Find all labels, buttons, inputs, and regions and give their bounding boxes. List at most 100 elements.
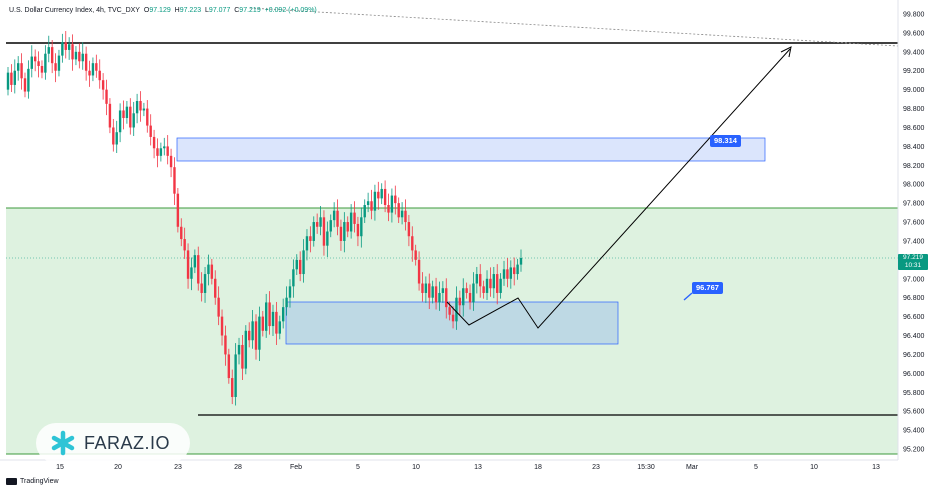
candle-body [455, 297, 458, 322]
candle-body [210, 264, 214, 279]
y-tick-label: 96.800 [903, 295, 925, 302]
change-value: +0.092 (+0.09%) [264, 7, 317, 14]
candle-body [20, 63, 23, 79]
candle-body [261, 316, 265, 331]
y-tick-label: 95.200 [903, 447, 925, 454]
candle-body [203, 274, 207, 293]
y-tick-label: 96.000 [903, 371, 925, 378]
candle-body [30, 56, 33, 69]
y-tick-label: 97.600 [903, 220, 925, 227]
y-tick-label: 98.000 [903, 182, 925, 189]
x-tick-label: 23 [174, 464, 182, 471]
projection-path [446, 48, 791, 329]
y-tick-label: 99.200 [903, 68, 925, 75]
candle-body [190, 267, 193, 279]
candle-body [105, 89, 108, 104]
candle-body [421, 283, 424, 293]
candle-body [81, 53, 84, 62]
candle-body [322, 217, 326, 246]
candle-body [326, 231, 329, 246]
candle-body [227, 354, 231, 379]
candle-body [33, 56, 37, 62]
candle-body [462, 288, 465, 306]
candle-body [383, 188, 387, 206]
candle-body [186, 250, 190, 279]
y-tick-label: 98.800 [903, 106, 925, 113]
candle-body [112, 127, 115, 145]
candle-body [356, 223, 360, 237]
x-tick-label: 5 [356, 464, 360, 471]
y-tick-label: 99.000 [903, 87, 925, 94]
candle-body [200, 283, 203, 293]
candle-body [47, 47, 50, 54]
candle-body [411, 236, 414, 251]
candle-body [451, 314, 455, 322]
bar-countdown: 10:31 [904, 261, 922, 269]
y-tick-label: 98.200 [903, 163, 925, 170]
upper-zone-label: 98.314 [710, 135, 741, 147]
candle-body [16, 63, 20, 71]
candle-body [163, 146, 166, 149]
candles-group [6, 31, 523, 406]
candle-body [13, 70, 16, 85]
candle-body [54, 63, 57, 71]
candle-body [509, 267, 513, 279]
candle-body [37, 61, 40, 67]
candle-body [516, 264, 519, 275]
candle-body [298, 259, 302, 275]
candle-body [244, 330, 248, 369]
candle-body [397, 203, 400, 218]
time-axis[interactable]: 15 20 23 28 Feb 5 10 13 18 23 15:30 Mar 5 10 13 [56, 464, 880, 471]
y-tick-label: 96.400 [903, 333, 925, 340]
upper-supply-zone [176, 137, 766, 162]
label-pointer [683, 292, 693, 301]
projection-arrowhead [780, 46, 792, 58]
asterisk-logo-icon [51, 430, 75, 456]
candle-body [312, 222, 315, 241]
candle-body [489, 278, 492, 289]
close-value: 97.219 [239, 7, 261, 14]
candle-body [166, 146, 169, 156]
y-tick-label: 99.600 [903, 30, 925, 37]
y-tick-label: 95.400 [903, 428, 925, 435]
candle-body [224, 335, 227, 355]
candle-body [370, 201, 373, 211]
candle-body [414, 250, 417, 260]
candle-body [343, 222, 346, 241]
candle-body [479, 274, 482, 287]
candle-body [129, 106, 132, 128]
low-value: 97.077 [208, 7, 231, 14]
candle-body [407, 222, 411, 237]
candle-body [67, 44, 71, 50]
x-tick-label: 18 [534, 464, 542, 471]
candle-body [142, 108, 146, 111]
candle-body [258, 316, 261, 350]
dotted-trend-line [249, 7, 899, 47]
tradingview-label: TradingView [20, 478, 59, 485]
candle-body [23, 78, 27, 92]
y-tick-label: 98.400 [903, 144, 925, 151]
candle-body [363, 205, 366, 218]
chart-title: U.S. Dollar Currency Index, 4h, TVC_DXY [9, 7, 140, 14]
candle-body [6, 72, 10, 90]
candle-body [281, 307, 285, 322]
candle-body [292, 269, 295, 287]
candle-body [424, 283, 428, 293]
lower-demand-zone [285, 301, 619, 345]
y-tick-label: 99.800 [903, 12, 925, 19]
candle-body [61, 42, 64, 56]
candle-body [513, 267, 516, 275]
candle-body [241, 344, 244, 369]
lower-zone-label: 96.767 [692, 282, 723, 294]
candle-body [336, 210, 339, 227]
candle-body [394, 195, 397, 204]
candle-body [329, 220, 332, 232]
tradingview-footer[interactable]: TradingView [6, 478, 59, 485]
brand-logo-text: FARAZ.IO [84, 432, 171, 453]
candle-body [98, 70, 101, 81]
candle-body [519, 257, 523, 265]
candle-body [180, 226, 183, 240]
candle-body [506, 269, 509, 279]
candle-body [492, 274, 496, 289]
